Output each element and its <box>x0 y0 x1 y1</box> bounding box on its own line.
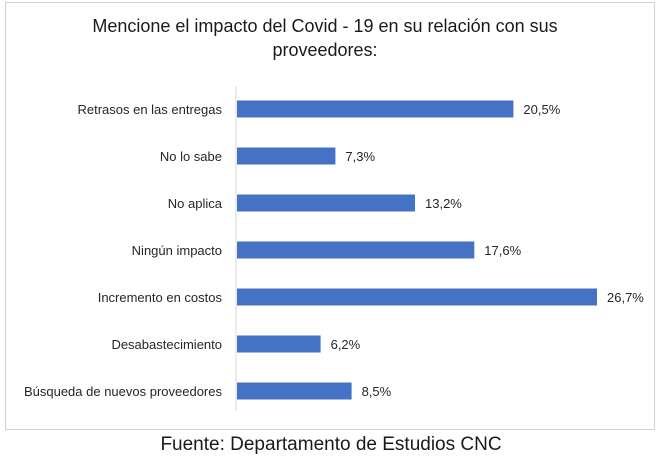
bar <box>237 335 321 353</box>
data-label: 26,7% <box>607 290 644 305</box>
chart-frame <box>5 2 655 430</box>
category-label: Ningún impacto <box>132 243 222 258</box>
chart-title: Mencione el impacto del Covid - 19 en su… <box>92 16 558 60</box>
data-label: 7,3% <box>345 149 375 164</box>
data-label: 17,6% <box>484 243 521 258</box>
data-label: 20,5% <box>523 102 560 117</box>
data-label: 6,2% <box>331 337 361 352</box>
bar <box>237 382 352 400</box>
bar <box>237 288 597 306</box>
data-label: 13,2% <box>425 196 462 211</box>
data-label: 8,5% <box>362 384 392 399</box>
bar <box>237 194 415 212</box>
bar-chart: Retrasos en las entregas 20,5% No lo sabe 7… <box>24 86 644 411</box>
category-label: No aplica <box>168 196 223 211</box>
category-label: Incremento en costos <box>98 290 223 305</box>
bar <box>237 100 514 118</box>
bar <box>237 241 475 259</box>
bar <box>237 147 336 165</box>
category-label: Búsqueda de nuevos proveedores <box>24 384 223 399</box>
source-note: Fuente: Departamento de Estudios CNC <box>160 434 502 455</box>
category-label: Desabastecimiento <box>111 337 222 352</box>
category-label: Retrasos en las entregas <box>77 102 222 117</box>
category-label: No lo sabe <box>160 149 222 164</box>
